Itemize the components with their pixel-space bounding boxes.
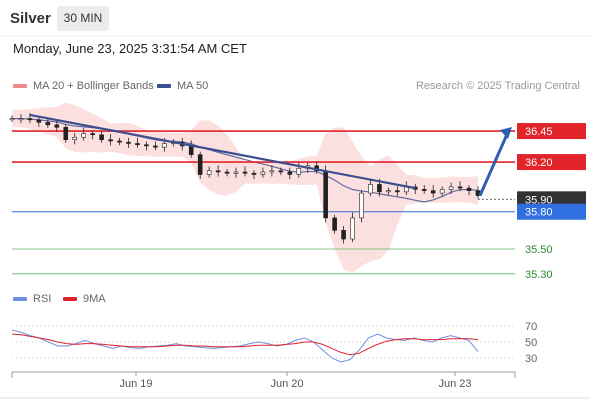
candle-body — [54, 124, 60, 128]
candle-body — [108, 139, 113, 142]
candle-body — [197, 154, 203, 175]
level-label-35-30: 35.30 — [525, 269, 553, 281]
candle-body — [350, 217, 355, 240]
candle-body — [287, 171, 293, 175]
candle-body — [144, 144, 149, 147]
x-tick-label: Jun 19 — [119, 378, 152, 390]
level-box-35-80 — [517, 203, 586, 220]
rsi-series-9ma — [11, 333, 479, 356]
candle-body — [63, 127, 69, 141]
candle-body — [81, 133, 86, 138]
candle-body — [368, 184, 373, 194]
candle-body — [153, 145, 158, 148]
candle-body — [269, 170, 275, 173]
candle-body — [332, 217, 337, 231]
level-label-36-45: 36.45 — [525, 126, 553, 138]
level-label-36-20: 36.20 — [525, 157, 553, 169]
candle-body — [260, 171, 266, 175]
legend-ma50: MA 50 — [157, 80, 208, 92]
candle-body — [251, 172, 257, 175]
level-box-36-45 — [517, 123, 586, 140]
rsi-tick-70: 70 — [525, 321, 537, 333]
candle-body — [117, 140, 122, 143]
timestamp: Monday, June 23, 2025 3:31:54 AM CET — [13, 41, 247, 56]
ma50-line — [12, 118, 479, 203]
x-tick-label: Jun 23 — [438, 378, 471, 390]
copyright: Research © 2025 Trading Central — [415, 80, 580, 92]
instrument-title: Silver — [10, 10, 51, 27]
ma50-swatch — [157, 84, 171, 88]
candle-body — [99, 134, 104, 141]
candle-body — [188, 145, 194, 155]
rsi-series-rsi — [11, 329, 479, 363]
candle-body — [135, 143, 140, 145]
candle-body — [126, 141, 131, 144]
candle-body — [377, 184, 382, 193]
candle-body — [90, 133, 95, 136]
level-label-35-50: 35.50 — [525, 244, 553, 256]
rsi-tick-50: 50 — [525, 337, 537, 349]
candle-body — [421, 189, 427, 191]
candle-body — [466, 187, 472, 191]
candle-body — [296, 167, 302, 175]
candle-body — [233, 171, 239, 174]
legend-rsi: RSI — [13, 293, 51, 305]
legend-ma50-label: MA 50 — [177, 80, 209, 92]
top-bar: Silver 30 MIN — [0, 0, 590, 36]
candle-body — [72, 136, 78, 141]
legend-9ma-label: 9MA — [83, 293, 106, 305]
timeframe-button[interactable]: 30 MIN — [57, 6, 109, 31]
level-box-35-90 — [517, 191, 586, 208]
candle-body — [457, 186, 463, 189]
9ma-swatch — [63, 297, 77, 301]
candle-body — [18, 118, 24, 121]
candle-body — [27, 118, 33, 121]
legend-ma20: MA 20 + Bollinger Bands — [13, 80, 154, 92]
candle-body — [162, 143, 167, 148]
candle-body — [45, 122, 51, 126]
legend-9ma: 9MA — [63, 293, 106, 305]
projection-arrowhead — [500, 127, 512, 140]
candle-body — [439, 189, 445, 194]
level-label-35-90: 35.90 — [525, 194, 553, 206]
candle-body — [36, 119, 42, 123]
candle-body — [224, 171, 230, 174]
projection-arrow — [478, 131, 510, 197]
candle-body — [215, 170, 221, 173]
legend-rsi-label: RSI — [33, 293, 52, 305]
rsi-swatch — [13, 297, 27, 301]
legend-ma20-label: MA 20 + Bollinger Bands — [33, 80, 154, 92]
trend-line — [29, 113, 416, 190]
candle-body — [278, 170, 284, 173]
candle-body — [430, 190, 436, 194]
candle-body — [323, 170, 328, 219]
candle-body — [359, 192, 364, 219]
candle-body — [448, 186, 454, 190]
ma20-swatch — [13, 84, 27, 88]
candle-body — [9, 118, 15, 121]
candle-body — [341, 230, 346, 240]
candle-body — [242, 171, 248, 174]
x-tick-label: Jun 20 — [270, 378, 303, 390]
level-box-36-20 — [517, 154, 586, 171]
rsi-tick-30: 30 — [525, 353, 537, 365]
candle-body — [206, 170, 212, 175]
level-label-35-80: 35.80 — [525, 207, 553, 219]
candle-body — [386, 190, 391, 193]
candle-body — [395, 190, 400, 193]
